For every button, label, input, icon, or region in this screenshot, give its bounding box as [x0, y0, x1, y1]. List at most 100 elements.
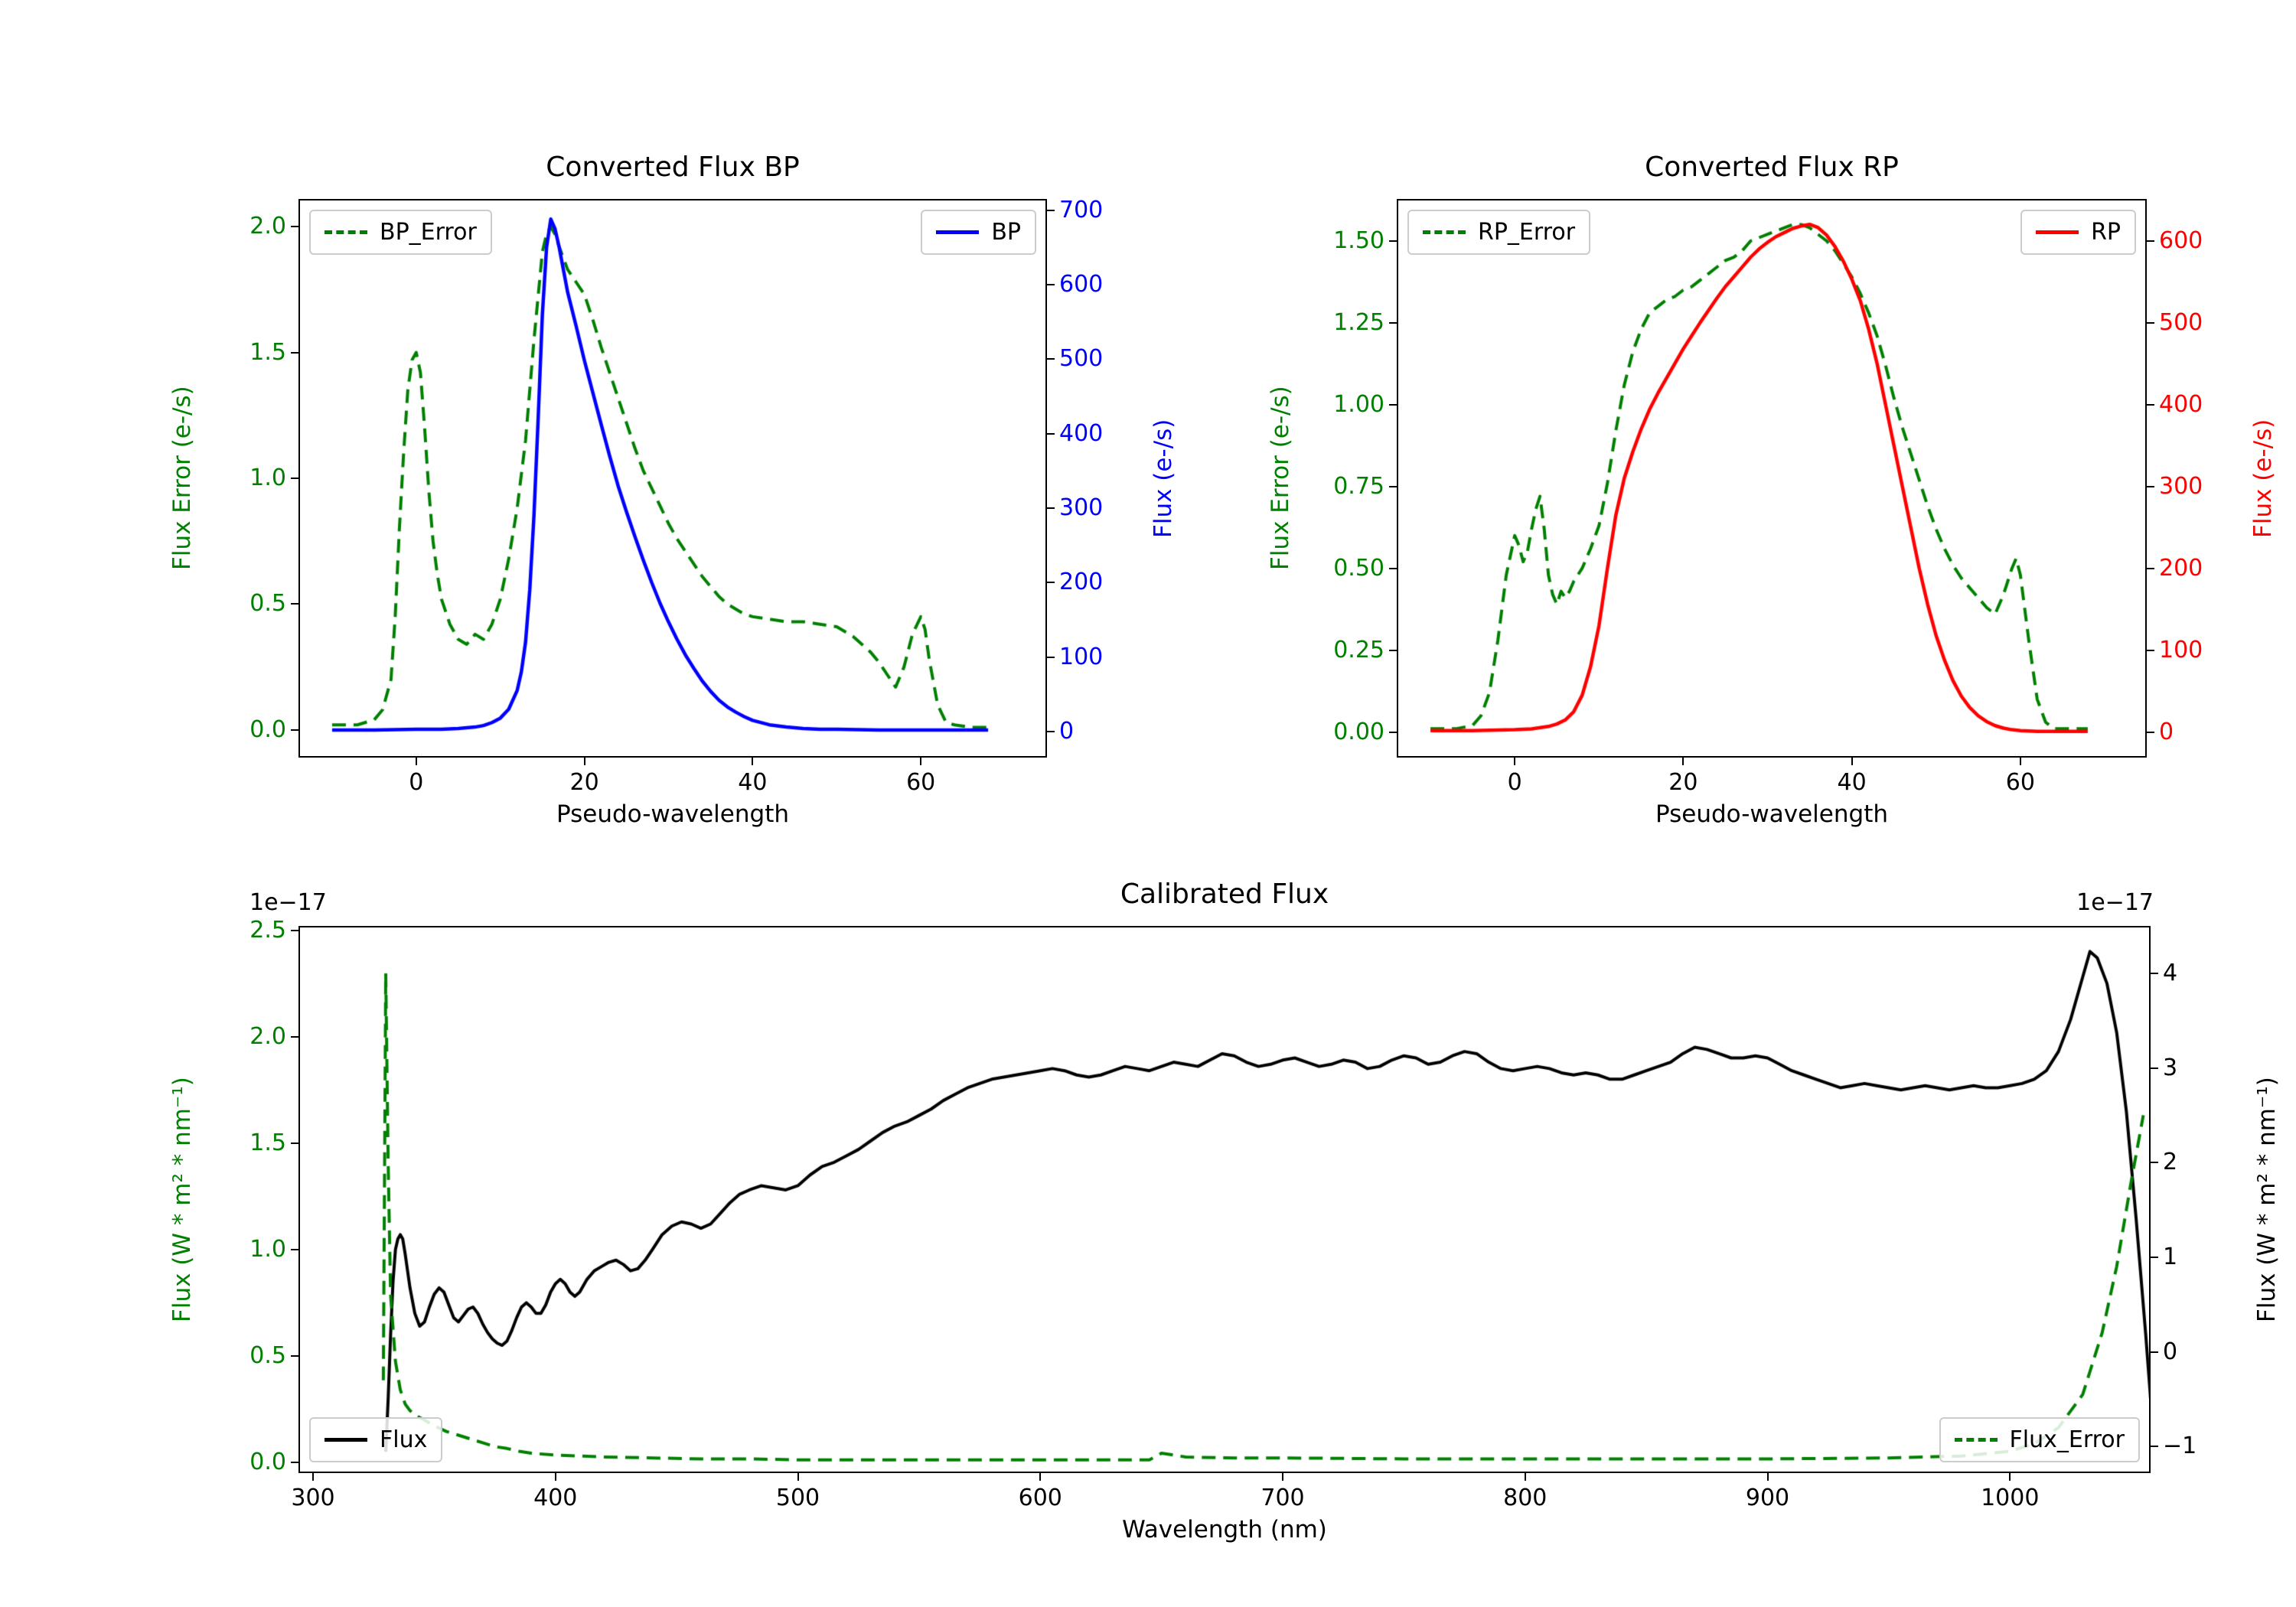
x-tick-mark — [1039, 1473, 1042, 1481]
x-tick-label: 1000 — [1981, 1485, 2040, 1511]
y-tick-mark-right — [1047, 730, 1055, 732]
x-tick-label: 0 — [1507, 769, 1522, 796]
calibrated-plot-xlabel: Wavelength (nm) — [1122, 1516, 1327, 1543]
y-tick-mark-left — [291, 1142, 298, 1144]
flux-legend-line — [325, 1438, 367, 1442]
x-tick-label: 60 — [2005, 769, 2035, 796]
y-tick-mark-left — [291, 1462, 298, 1464]
rp-plot-title: Converted Flux RP — [1645, 152, 1899, 183]
rp-error-legend-line — [1423, 230, 1466, 234]
x-tick-mark — [752, 758, 754, 765]
calibrated-plot-ylabel-left: Flux (W * m² * nm⁻¹) — [168, 1077, 196, 1322]
y-tick-mark-right — [2151, 1256, 2158, 1258]
y-tick-label-left: 2.5 — [249, 916, 286, 944]
x-tick-mark — [554, 1473, 556, 1481]
x-tick-label: 40 — [1837, 769, 1867, 796]
x-tick-label: 900 — [1745, 1485, 1790, 1511]
y-tick-mark-left — [291, 1248, 298, 1250]
x-tick-label: 60 — [906, 769, 936, 796]
y-tick-mark-left — [291, 603, 298, 605]
y-tick-label-right: 100 — [1059, 643, 1104, 670]
y-tick-label-left: 1.25 — [1333, 308, 1384, 336]
y-tick-label-left: 0.0 — [249, 715, 286, 743]
y-tick-mark-left — [1389, 649, 1397, 651]
bp-error-legend-label: BP_Error — [380, 219, 477, 246]
y-tick-label-right: 600 — [2159, 227, 2203, 254]
y-tick-label-right: 200 — [2159, 554, 2203, 582]
y-tick-mark-right — [2151, 1067, 2158, 1069]
x-tick-mark — [2009, 1473, 2011, 1481]
x-tick-label: 40 — [738, 769, 768, 796]
y-tick-mark-left — [1389, 403, 1397, 406]
y-tick-label-left: 1.5 — [249, 1129, 286, 1156]
rp-legend: RP — [2020, 210, 2136, 255]
x-tick-label: 20 — [1668, 769, 1698, 796]
y-tick-mark-right — [2147, 321, 2154, 324]
y-tick-mark-right — [1047, 582, 1055, 584]
y-tick-mark-right — [1047, 656, 1055, 658]
x-tick-mark — [1766, 1473, 1769, 1481]
y-tick-label-right: 2 — [2163, 1149, 2178, 1176]
y-tick-mark-right — [2147, 567, 2154, 569]
bp-legend-label: BP — [991, 219, 1021, 246]
y-tick-mark-right — [2151, 1446, 2158, 1448]
y-tick-label-left: 1.0 — [249, 1235, 286, 1263]
x-tick-label: 0 — [409, 769, 424, 796]
rp-legend-label: RP — [2091, 219, 2121, 246]
y-tick-mark-right — [2147, 731, 2154, 733]
rp-plot-xlabel: Pseudo-wavelength — [1655, 800, 1888, 828]
calibrated-flux-plot: Calibrated Flux Wavelength (nm) Flux (W … — [168, 878, 2281, 1543]
x-tick-label: 600 — [1018, 1485, 1062, 1511]
x-tick-mark — [920, 758, 922, 765]
calibrated-plot-title: Calibrated Flux — [1120, 878, 1329, 910]
rp-plot-canvas — [1397, 199, 2147, 758]
y-tick-label-right: 200 — [1059, 569, 1104, 596]
y-tick-label-left: 1.0 — [249, 464, 286, 491]
bp-legend-line — [936, 230, 980, 234]
rp-error-legend: RP_Error — [1407, 210, 1591, 255]
left-axis-offset-text: 1e−17 — [249, 889, 327, 916]
y-tick-mark-left — [291, 929, 298, 931]
x-tick-mark — [1282, 1473, 1284, 1481]
y-tick-label-right: 300 — [2159, 472, 2203, 500]
x-tick-mark — [1524, 1473, 1526, 1481]
y-tick-mark-right — [2151, 1351, 2158, 1353]
y-tick-mark-right — [2151, 972, 2158, 974]
x-tick-mark — [1514, 758, 1516, 765]
y-tick-mark-right — [2151, 1162, 2158, 1164]
y-tick-label-right: 400 — [2159, 390, 2203, 418]
flux-error-legend: Flux_Error — [1939, 1417, 2140, 1462]
x-tick-mark — [415, 758, 417, 765]
y-tick-label-left: 0.75 — [1333, 472, 1384, 500]
flux-legend: Flux — [309, 1417, 443, 1462]
y-tick-mark-right — [2147, 649, 2154, 651]
y-tick-mark-right — [2147, 485, 2154, 487]
y-tick-label-left: 0.5 — [249, 590, 286, 618]
bp-plot-title: Converted Flux BP — [546, 152, 800, 183]
y-tick-label-right: 500 — [2159, 308, 2203, 336]
y-tick-mark-left — [1389, 567, 1397, 569]
x-tick-mark — [583, 758, 585, 765]
right-axis-offset-text: 1e−17 — [2076, 889, 2154, 916]
x-tick-mark — [797, 1473, 799, 1481]
y-tick-label-right: 0 — [2159, 718, 2174, 745]
y-tick-mark-left — [1389, 485, 1397, 487]
bp-legend: BP — [921, 210, 1036, 255]
x-tick-mark — [1682, 758, 1684, 765]
y-tick-label-right: −1 — [2163, 1433, 2197, 1460]
x-tick-label: 400 — [533, 1485, 578, 1511]
y-tick-label-left: 0.0 — [249, 1449, 286, 1476]
y-tick-mark-right — [2147, 240, 2154, 242]
y-tick-label-right: 100 — [2159, 636, 2203, 663]
bp-error-legend-line — [325, 230, 367, 234]
y-tick-mark-left — [291, 1354, 298, 1357]
calibrated-plot-canvas — [298, 926, 2151, 1473]
y-tick-label-right: 500 — [1059, 345, 1104, 373]
x-tick-mark — [1851, 758, 1853, 765]
y-tick-mark-left — [291, 351, 298, 354]
y-tick-label-left: 1.50 — [1333, 227, 1384, 254]
y-tick-mark-right — [1047, 358, 1055, 360]
y-tick-mark-left — [291, 729, 298, 731]
y-tick-label-left: 0.25 — [1333, 636, 1384, 663]
x-tick-mark — [312, 1473, 314, 1481]
